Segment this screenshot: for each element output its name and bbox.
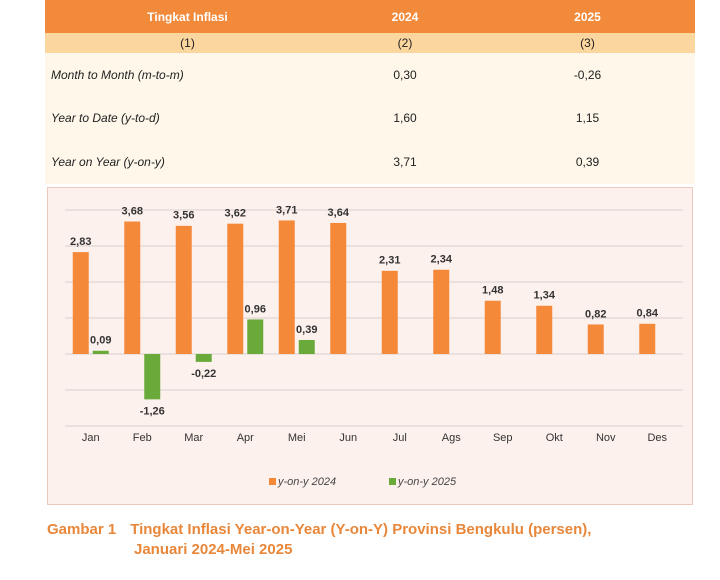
table-cell: 1,15 <box>480 96 695 140</box>
bar <box>278 220 295 354</box>
table-cell: 0,30 <box>330 53 480 97</box>
x-tick-label: Apr <box>237 432 254 444</box>
bar <box>587 324 604 354</box>
table-cell: 0,39 <box>480 140 695 184</box>
bar <box>227 223 244 354</box>
subheader-cell: (1) <box>45 33 330 53</box>
table-cell: Month to Month (m-to-m) <box>45 53 330 97</box>
x-tick-label: Jan <box>82 432 100 444</box>
data-label: 1,34 <box>534 290 556 302</box>
data-label: 3,71 <box>276 204 297 216</box>
data-label: 0,82 <box>585 308 606 320</box>
x-tick-label: Mar <box>184 432 203 444</box>
bar <box>298 339 315 354</box>
data-label: 0,96 <box>245 303 266 315</box>
data-label: 2,83 <box>70 236 91 248</box>
bar <box>639 323 656 354</box>
table-cell: 3,71 <box>330 140 480 184</box>
data-label: 1,48 <box>482 285 503 297</box>
bar <box>536 305 553 354</box>
subheader-cell: (2) <box>330 33 480 53</box>
caption-label: Gambar 1 <box>47 521 117 538</box>
chart: Jan 2,83 0,09 Feb 3,68 -1,26 Mar 3,56 -0,22 Apr 3,… <box>47 187 693 505</box>
bar <box>144 354 161 400</box>
bar <box>484 300 501 354</box>
caption-text: Tingkat Inflasi Year-on-Year (Y-on-Y) Pr… <box>130 521 592 538</box>
caption: Gambar 1 Tingkat Inflasi Year-on-Year (Y-… <box>47 520 591 560</box>
data-label: 2,34 <box>431 254 453 266</box>
data-label: 0,09 <box>90 335 111 347</box>
bar <box>330 222 347 354</box>
x-tick-label: Ags <box>442 432 461 444</box>
x-tick-label: Nov <box>596 432 616 444</box>
data-label: 0,84 <box>637 308 659 320</box>
x-tick-label: Okt <box>546 432 563 444</box>
bar <box>433 269 450 354</box>
x-tick-label: Jul <box>393 432 407 444</box>
legend-swatch <box>389 478 396 485</box>
header-cell: 2024 <box>330 0 480 33</box>
header-cell: Tingkat Inflasi <box>45 0 330 33</box>
bar <box>175 225 192 354</box>
legend-label: y-on-y 2024 <box>277 476 336 488</box>
legend-label: y-on-y 2025 <box>397 476 457 488</box>
table-cell: -0,26 <box>480 53 695 97</box>
x-tick-label: Sep <box>493 432 513 444</box>
data-label: 2,31 <box>379 255 400 267</box>
data-label: 3,56 <box>173 210 194 222</box>
x-tick-label: Mei <box>288 432 306 444</box>
data-label: -0,22 <box>191 368 216 380</box>
bar <box>72 252 89 354</box>
chart-frame <box>47 187 693 505</box>
data-label: 3,68 <box>122 205 143 217</box>
table-cell: Year to Date (y-to-d) <box>45 96 330 140</box>
x-tick-label: Des <box>647 432 667 444</box>
data-label: 0,39 <box>296 324 317 336</box>
data-label: -1,26 <box>140 405 165 417</box>
header-cell: 2025 <box>480 0 695 33</box>
bar <box>195 354 212 362</box>
subheader-cell: (3) <box>480 33 695 53</box>
data-label: 3,64 <box>328 207 350 219</box>
bar <box>247 319 264 354</box>
x-tick-label: Jun <box>339 432 357 444</box>
bar <box>124 221 141 354</box>
caption-text: Januari 2024-Mei 2025 <box>134 541 293 558</box>
bar <box>381 270 398 354</box>
table-cell: 1,60 <box>330 96 480 140</box>
data-label: 3,62 <box>225 208 246 220</box>
legend-swatch <box>269 478 276 485</box>
table-cell: Year on Year (y-on-y) <box>45 140 330 184</box>
bar <box>92 350 109 354</box>
x-tick-label: Feb <box>133 432 152 444</box>
